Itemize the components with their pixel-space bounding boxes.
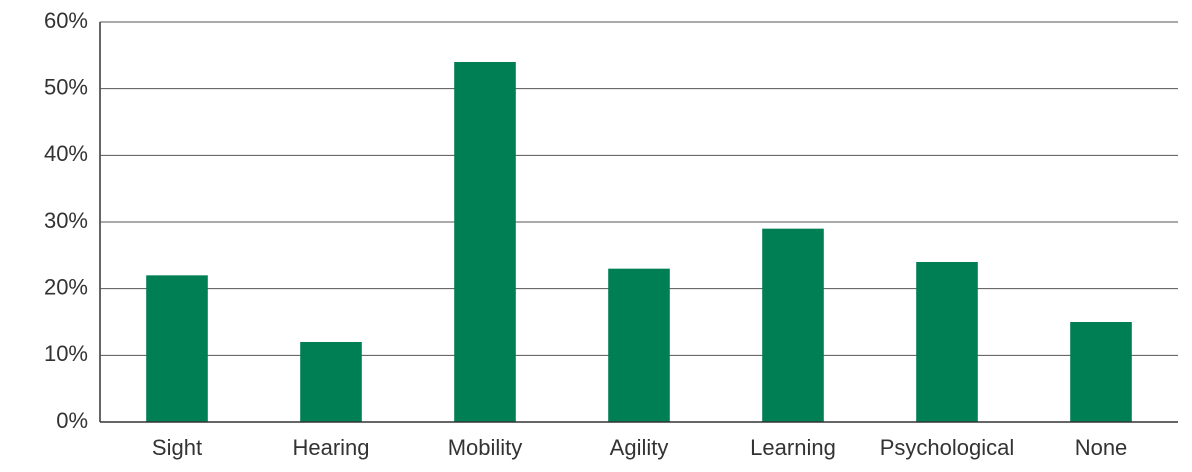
bar [1070, 322, 1132, 422]
y-tick-label: 60% [44, 8, 88, 33]
x-tick-label: Sight [152, 435, 202, 460]
x-tick-label: Mobility [448, 435, 523, 460]
x-tick-label: None [1075, 435, 1128, 460]
bar [146, 275, 208, 422]
x-tick-label: Agility [610, 435, 669, 460]
bar [300, 342, 362, 422]
y-tick-label: 10% [44, 341, 88, 366]
y-tick-label: 0% [56, 408, 88, 433]
y-tick-label: 40% [44, 141, 88, 166]
bar [916, 262, 978, 422]
y-tick-label: 30% [44, 208, 88, 233]
x-tick-label: Hearing [292, 435, 369, 460]
y-tick-label: 20% [44, 274, 88, 299]
bar [762, 228, 824, 422]
x-tick-label: Psychological [880, 435, 1015, 460]
x-tick-label: Learning [750, 435, 836, 460]
y-tick-label: 50% [44, 74, 88, 99]
bar [608, 268, 670, 422]
bar [454, 62, 516, 422]
